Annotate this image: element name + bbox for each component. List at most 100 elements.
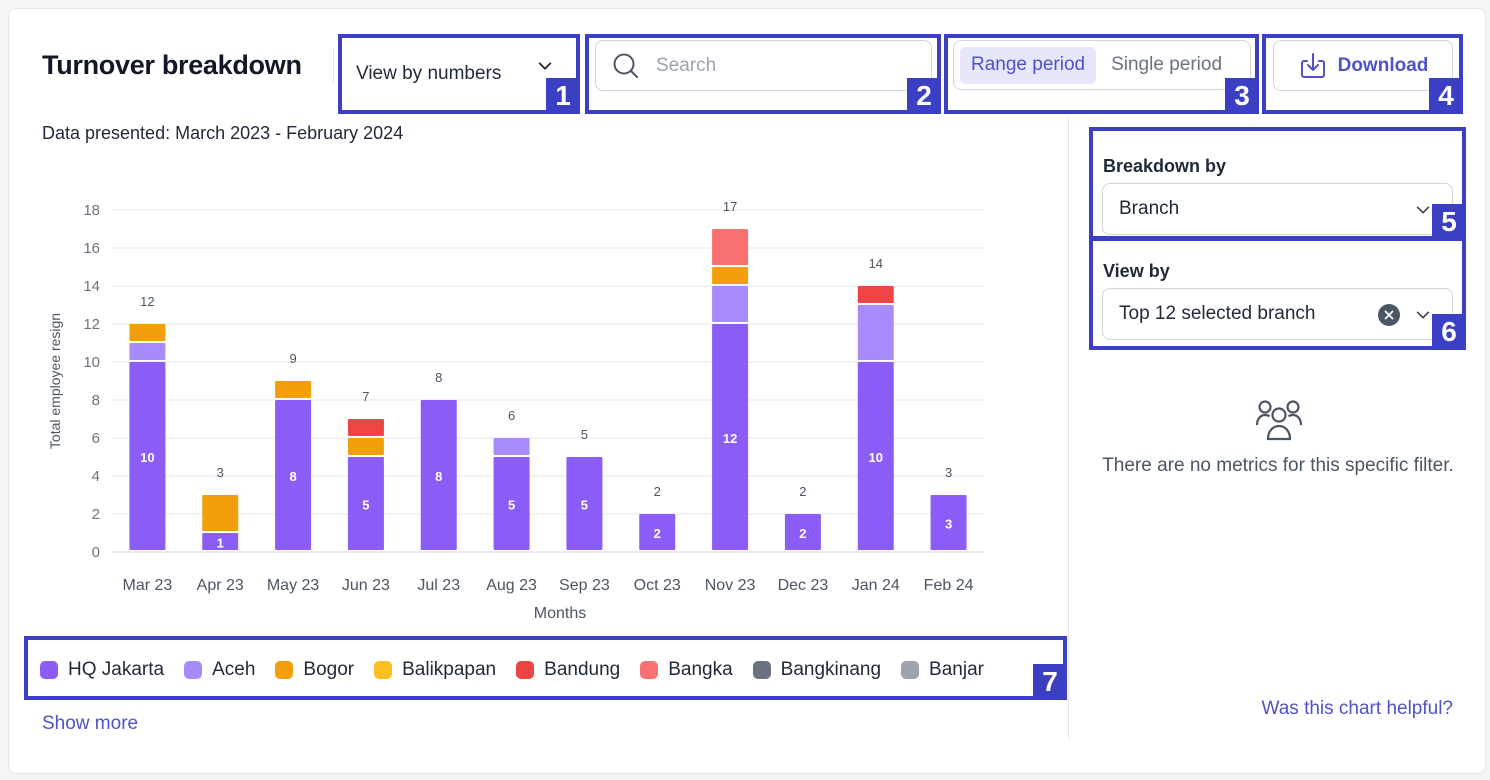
bar-segment (347, 457, 384, 550)
legend-swatch (752, 661, 771, 679)
legend-label: Banjar (929, 659, 984, 680)
legend-item[interactable]: Balikpapan (374, 659, 496, 681)
bar-value-label: 5 (508, 498, 515, 513)
y-tick-label: 0 (92, 544, 100, 561)
bar-segment (129, 362, 166, 550)
download-icon (1300, 52, 1325, 78)
bar-total-label: 5 (581, 427, 588, 442)
legend-label: Bangkinang (780, 659, 882, 680)
chart-legend: HQ Jakarta Aceh Bogor Balikpapan Bandung Bang… (40, 654, 984, 686)
view-mode-label: View by numbers (356, 63, 502, 84)
x-tick-label: May 23 (267, 577, 320, 594)
y-tick-label: 6 (92, 430, 100, 447)
legend-swatch (901, 661, 920, 679)
y-tick-label: 2 (92, 506, 100, 523)
divider (333, 48, 334, 84)
breakdown-value: Branch (1119, 198, 1180, 219)
chevron-down-icon (538, 62, 552, 70)
clear-icon[interactable] (1378, 304, 1400, 326)
legend-item[interactable]: Bogor (275, 659, 354, 681)
page-title: Turnover breakdown (42, 50, 302, 80)
bar-total-label: 2 (799, 484, 806, 499)
chevron-down-icon (1416, 311, 1430, 319)
view-mode-dropdown[interactable]: View by numbers (342, 38, 576, 110)
bar-segment (275, 400, 312, 550)
download-label: Download (1337, 54, 1429, 76)
bar-value-label: 10 (869, 450, 883, 465)
y-tick-label: 16 (83, 240, 100, 257)
show-more-link[interactable]: Show more (42, 713, 139, 734)
download-button[interactable]: Download (1273, 40, 1453, 91)
bar-value-label: 10 (140, 450, 154, 465)
x-tick-label: Jul 23 (417, 577, 460, 594)
legend-item[interactable]: HQ Jakarta (40, 659, 164, 681)
x-tick-label: Aug 23 (486, 577, 537, 594)
bar-total-label: 2 (654, 484, 661, 499)
bar-segment (857, 305, 894, 360)
bar-total-label: 12 (140, 294, 154, 309)
bar-segment (202, 495, 239, 531)
bar-segment (857, 362, 894, 550)
bar-segment (712, 267, 749, 284)
bar-total-label: 17 (723, 199, 737, 214)
legend-item[interactable]: Banjar (901, 659, 984, 681)
legend-label: Balikpapan (402, 659, 497, 680)
y-tick-label: 10 (83, 354, 100, 371)
breakdown-label: Breakdown by (1103, 156, 1227, 176)
legend-label: HQ Jakarta (68, 659, 165, 680)
bar-value-label: 5 (581, 498, 588, 513)
legend-label: Bangka (668, 659, 733, 680)
x-tick-label: Nov 23 (705, 577, 756, 594)
bar-segment (639, 514, 676, 550)
bar-segment (129, 324, 166, 341)
bar-value-label: 5 (362, 498, 369, 513)
x-tick-label: Jun 23 (342, 577, 390, 594)
tab-range-period[interactable]: Range period (960, 46, 1097, 84)
bar-value-label: 3 (945, 517, 952, 532)
viewby-select[interactable]: Top 12 selected branch (1102, 288, 1453, 340)
x-tick-label: Mar 23 (123, 577, 173, 594)
legend-swatch (374, 661, 393, 679)
search-box[interactable] (595, 40, 932, 91)
bar-segment (493, 438, 530, 455)
x-tick-label: Feb 24 (924, 577, 974, 594)
bar-segment (566, 457, 603, 550)
panel-divider (1068, 118, 1069, 740)
bar-segment (712, 286, 749, 322)
bar-value-label: 8 (289, 469, 296, 484)
bar-total-label: 7 (362, 389, 369, 404)
x-tick-label: Dec 23 (778, 577, 829, 594)
chart-helpful-link[interactable]: Was this chart helpful? (1261, 698, 1454, 719)
bar-segment (712, 324, 749, 550)
legend-label: Bandung (544, 659, 621, 680)
legend-label: Aceh (212, 659, 256, 680)
empty-state-message: There are no metrics for this specific f… (1102, 455, 1454, 476)
y-tick-label: 18 (83, 202, 100, 219)
bar-segment (493, 457, 530, 550)
bar-total-label: 14 (869, 256, 883, 271)
y-tick-label: 14 (83, 278, 100, 295)
search-input[interactable] (656, 54, 896, 77)
bar-value-label: 2 (654, 526, 661, 541)
legend-label: Bogor (303, 659, 355, 680)
x-tick-label: Apr 23 (197, 577, 244, 594)
bar-total-label: 6 (508, 408, 515, 423)
bar-value-label: 8 (435, 469, 442, 484)
legend-item[interactable]: Bandung (516, 659, 620, 681)
x-tick-label: Jan 24 (852, 577, 900, 594)
x-tick-label: Sep 23 (559, 577, 610, 594)
viewby-label: View by (1103, 261, 1170, 281)
bar-segment (857, 286, 894, 303)
bar-total-label: 3 (945, 465, 952, 480)
legend-swatch (640, 661, 659, 679)
breakdown-select[interactable]: Branch (1102, 183, 1453, 235)
bar-value-label: 12 (723, 431, 737, 446)
chevron-down-icon (1416, 206, 1430, 214)
legend-item[interactable]: Bangka (640, 659, 733, 681)
tab-single-period[interactable]: Single period (1111, 54, 1223, 75)
legend-item[interactable]: Aceh (184, 659, 255, 681)
legend-item[interactable]: Bangkinang (752, 659, 882, 681)
bar-segment (202, 533, 239, 550)
y-tick-label: 12 (83, 316, 100, 333)
